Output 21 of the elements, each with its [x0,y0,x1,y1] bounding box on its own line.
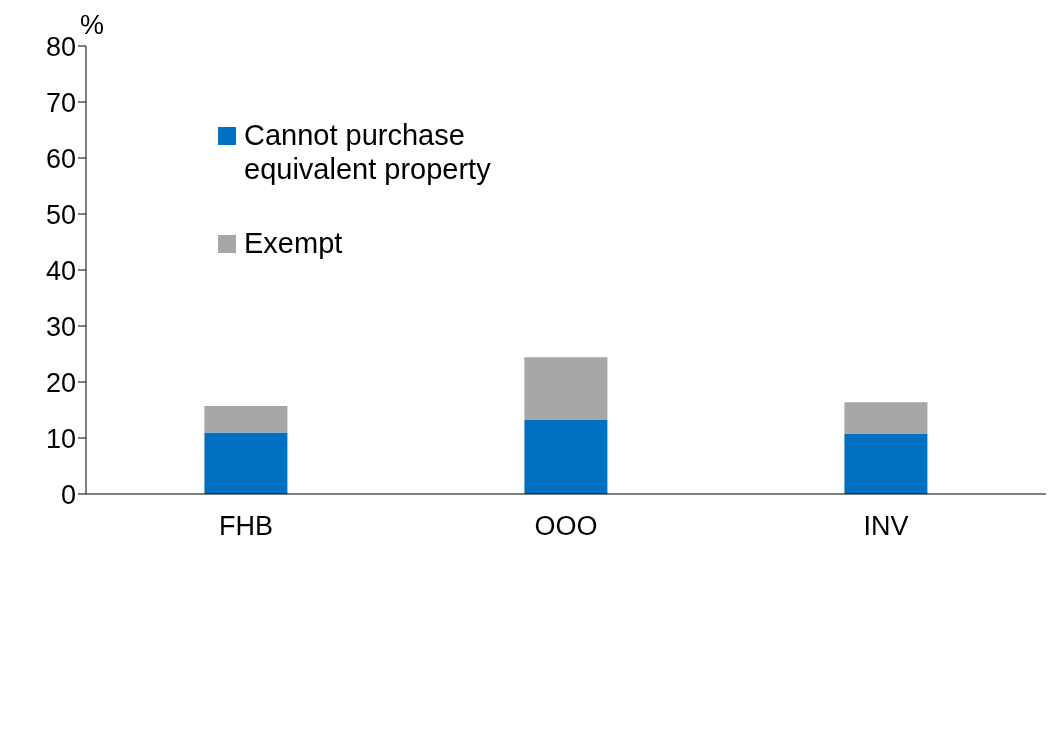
y-tick-label: 0 [60,479,76,510]
y-tick-label: 60 [45,143,76,174]
bar [524,357,608,420]
bar [204,406,288,433]
legend-label: Exempt [244,226,343,260]
x-tick-label: INV [863,511,909,542]
y-tick-label: 50 [45,199,76,230]
bar [844,402,928,434]
y-tick-label: 30 [45,311,76,342]
y-tick-label: 80 [45,31,76,62]
bar [204,432,288,494]
bar [524,419,608,494]
bar [844,433,928,494]
y-tick-label: 40 [45,255,76,286]
y-tick-label: 10 [45,423,76,454]
y-tick-label: 70 [45,87,76,118]
y-axis-title: % [80,10,105,41]
legend-label: Cannot purchase equivalent property [244,118,492,186]
x-tick-label: FHB [219,511,273,542]
x-tick-label: OOO [534,511,598,542]
y-tick-label: 20 [45,367,76,398]
